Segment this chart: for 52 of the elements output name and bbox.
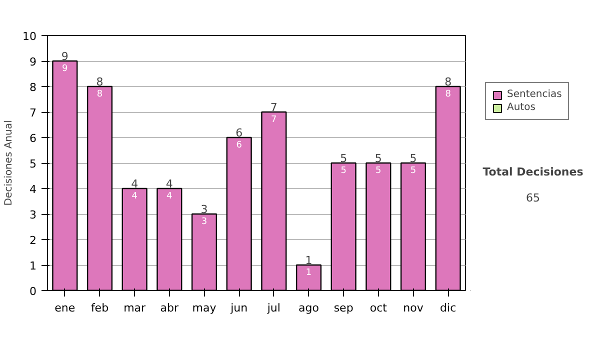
data-label: 5: [376, 166, 382, 176]
total-label: 9: [61, 50, 68, 63]
total-label: 5: [374, 152, 382, 165]
x-tick-label: oct: [370, 302, 388, 314]
legend-label: Autos: [507, 102, 536, 113]
y-tick-label: 0: [30, 285, 36, 298]
data-label: 7: [271, 115, 277, 125]
legend-label: Sentencias: [507, 89, 562, 100]
total-label: 6: [236, 126, 243, 140]
x-tick-label: jul: [266, 302, 280, 314]
text: Total Decisiones: [482, 165, 584, 178]
data-label: 6: [236, 140, 242, 150]
y-tick-label: 6: [30, 132, 36, 145]
y-tick-label: 8: [30, 81, 36, 94]
x-tick-label: ago: [298, 302, 320, 314]
x-tick-label: feb: [90, 302, 109, 314]
y-tick-label: 7: [30, 106, 36, 120]
x-tick-label: mar: [124, 302, 146, 314]
x-tick-label: sep: [334, 302, 354, 314]
y-tick-label: 10: [22, 30, 37, 43]
data-label: 9: [62, 64, 68, 74]
x-tick-label: may: [192, 302, 217, 314]
x-tick-label: dic: [440, 302, 456, 314]
x-tick-label: abr: [160, 302, 180, 314]
data-label: 8: [96, 90, 103, 100]
data-label: 4: [132, 192, 138, 202]
y-tick-label: 4: [30, 183, 36, 196]
data-label: 5: [410, 166, 416, 176]
data-label: 3: [201, 217, 208, 227]
total-label: 5: [340, 152, 348, 165]
x-tick-label: jun: [230, 302, 248, 314]
total-label: 7: [270, 101, 278, 114]
y-tick-label: 3: [30, 208, 36, 222]
x-tick-label: nov: [403, 302, 424, 314]
y-tick-label: 1: [30, 260, 36, 272]
y-axis-title: Decisiones Anual: [4, 120, 15, 206]
total-label: 3: [200, 203, 208, 216]
total-label: 4: [166, 178, 173, 190]
total-label: 1: [305, 254, 312, 267]
total-label: 5: [410, 152, 417, 165]
total-label: 4: [131, 178, 138, 190]
total-label: 8: [96, 76, 104, 88]
y-tick-label: 5: [30, 158, 36, 170]
total-label: 8: [444, 76, 452, 88]
y-tick-label: 2: [30, 234, 36, 247]
data-label: 5: [340, 166, 346, 176]
data-label: 8: [445, 90, 452, 100]
data-label: 1: [306, 268, 312, 278]
text: 65: [526, 191, 540, 204]
data-label: 4: [166, 192, 173, 202]
x-tick-label: ene: [54, 302, 76, 314]
y-tick-label: 9: [30, 56, 36, 68]
